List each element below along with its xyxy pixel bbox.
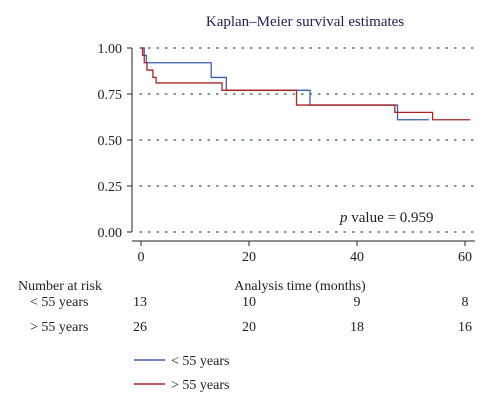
x-tick-label-0: 0 (138, 250, 145, 265)
legend: < 55 years > 55 years (134, 354, 229, 393)
y-tick-label-2: 0.50 (98, 134, 123, 149)
series-line-0 (141, 47, 429, 121)
chart-title: Kaplan–Meier survival estimates (206, 14, 404, 30)
survival-curves (141, 47, 471, 121)
y-tick-label-0: 0.00 (98, 226, 123, 241)
x-tick-label-1: 20 (242, 250, 256, 265)
p-value-annotation: p value = 0.959 (339, 210, 433, 226)
risk-count-0-3: 8 (462, 295, 469, 310)
risk-row-label-1: > 55 years (30, 320, 88, 335)
risk-count-1-1: 20 (242, 320, 256, 335)
risk-count-0-1: 10 (242, 295, 256, 310)
y-axis: 0.00 0.25 0.50 0.75 1.00 (98, 42, 133, 241)
series-line-1 (141, 47, 471, 121)
y-tick-label-3: 0.75 (98, 88, 123, 103)
x-axis: 0 20 40 60 (132, 240, 475, 265)
risk-row-label-0: < 55 years (30, 295, 88, 310)
legend-label-0: < 55 years (171, 354, 229, 369)
x-tick-label-2: 40 (350, 250, 364, 265)
y-tick-label-1: 0.25 (98, 180, 123, 195)
risk-count-0-0: 13 (133, 295, 147, 310)
legend-label-1: > 55 years (171, 378, 229, 393)
x-axis-title: Analysis time (months) (234, 279, 366, 294)
risk-count-0-2: 9 (354, 295, 361, 310)
risk-count-1-2: 18 (350, 320, 364, 335)
risk-count-1-3: 16 (458, 320, 472, 335)
p-value-italic: p (339, 210, 348, 226)
p-value-text: value = 0.959 (348, 210, 434, 226)
risk-count-1-0: 26 (133, 320, 147, 335)
gridlines (139, 47, 476, 233)
y-tick-label-4: 1.00 (98, 42, 123, 57)
risk-table-header: Number at risk (18, 279, 102, 294)
risk-table: < 55 years 13 10 9 8 > 55 years 26 20 18 16 (30, 295, 472, 335)
x-tick-label-3: 60 (458, 250, 472, 265)
